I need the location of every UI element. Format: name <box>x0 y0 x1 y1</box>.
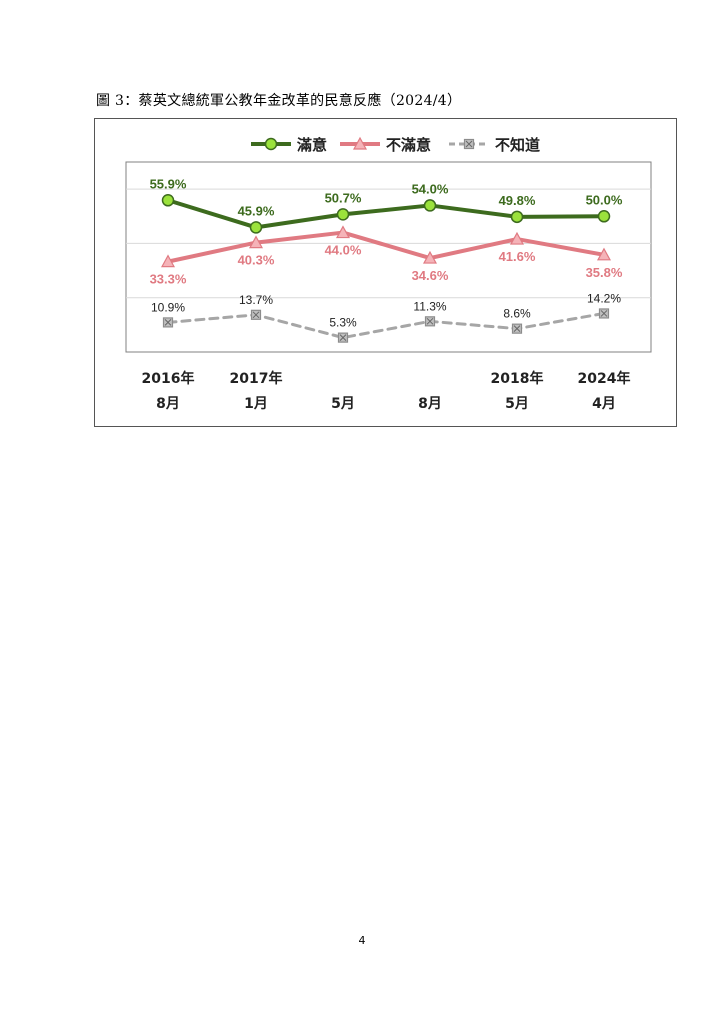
x-tick-label-month: 1月 <box>244 396 268 412</box>
point-dissatisfied <box>509 231 525 245</box>
x-tick-label-month: 8月 <box>156 396 180 412</box>
series-line-dissatisfied <box>166 230 606 264</box>
legend-label-satisfied: 滿意 <box>297 136 327 154</box>
x-tick-label-month: 8月 <box>418 396 442 412</box>
data-label-unknown: 13.7% <box>239 293 273 307</box>
series-dissatisfied: 33.3% 40.3% 44.0% 34.6% 41.6% 35.8% <box>150 225 623 287</box>
point-satisfied <box>336 208 350 221</box>
data-label-unknown: 10.9% <box>151 300 185 314</box>
data-label-satisfied: 50.7% <box>325 190 362 205</box>
series-satisfied: 55.9% 45.9% 50.7% 54.0% 49.8% 50.0% <box>150 176 623 234</box>
data-label-unknown: 14.2% <box>587 291 621 305</box>
x-tick-label-month: 4月 <box>592 396 616 412</box>
data-label-satisfied: 50.0% <box>586 192 623 207</box>
legend-label-unknown: 不知道 <box>495 136 540 154</box>
legend-marker-satisfied <box>264 137 278 151</box>
series-line-unknown <box>166 311 606 340</box>
figure-title: 圖 3：蔡英文總統軍公教年金改革的民意反應（2024/4） <box>96 93 462 109</box>
point-dissatisfied <box>248 235 264 249</box>
point-dissatisfied <box>422 250 438 264</box>
point-satisfied <box>161 194 175 207</box>
x-tick-label-year: 2024年 <box>578 370 631 387</box>
data-label-satisfied: 54.0% <box>412 181 449 196</box>
point-unknown <box>424 316 436 327</box>
chart-legend: 滿意 不滿意 不知道 <box>251 136 540 154</box>
legend-item-dissatisfied: 不滿意 <box>340 136 431 154</box>
point-satisfied <box>510 210 524 224</box>
legend-label-dissatisfied: 不滿意 <box>386 136 431 154</box>
legend-item-satisfied: 滿意 <box>251 136 327 154</box>
point-unknown <box>162 317 174 328</box>
point-unknown <box>337 332 349 343</box>
data-label-satisfied: 55.9% <box>150 176 187 191</box>
line-chart: 滿意 不滿意 不知道 55.9% 45.9% 50.7% 54.0% 49.8% 50.0% 3… <box>125 136 652 412</box>
legend-marker-dissatisfied <box>352 136 368 150</box>
plot-area: 55.9% 45.9% 50.7% 54.0% 49.8% 50.0% 33.3% 40.3%… <box>125 161 652 353</box>
x-axis: 2016年 8月 2017年 1月 5月 8月 2018年 5月 2024年 4月 <box>142 370 631 412</box>
legend-marker-unknown <box>463 138 475 150</box>
series-line-satisfied <box>166 198 606 230</box>
x-tick-label-year: 2018年 <box>491 370 544 387</box>
data-label-dissatisfied: 34.6% <box>412 268 449 283</box>
point-satisfied <box>597 210 611 223</box>
point-satisfied <box>249 221 263 234</box>
data-label-unknown: 5.3% <box>329 316 357 330</box>
chart-frame: 滿意 不滿意 不知道 55.9% 45.9% 50.7% 54.0% 49.8% 50.0% 3… <box>94 118 677 427</box>
page-number: 4 <box>358 934 366 947</box>
data-label-satisfied: 45.9% <box>238 203 275 218</box>
point-dissatisfied <box>160 254 176 268</box>
data-label-dissatisfied: 41.6% <box>499 249 536 264</box>
point-satisfied <box>423 199 437 212</box>
plot-border <box>125 161 652 353</box>
series-unknown: 10.9% 13.7% 5.3% 11.3% 8.6% 14.2% <box>151 291 621 343</box>
legend-item-unknown: 不知道 <box>449 136 540 154</box>
data-label-dissatisfied: 44.0% <box>325 243 362 258</box>
data-label-unknown: 11.3% <box>413 299 446 313</box>
data-label-dissatisfied: 33.3% <box>150 272 187 287</box>
data-label-unknown: 8.6% <box>503 307 531 321</box>
point-unknown <box>598 308 610 319</box>
data-label-dissatisfied: 35.8% <box>586 265 623 280</box>
x-tick-label-month: 5月 <box>331 396 355 412</box>
data-label-dissatisfied: 40.3% <box>238 253 275 268</box>
data-label-satisfied: 49.8% <box>499 193 536 208</box>
point-dissatisfied <box>596 247 612 261</box>
point-unknown <box>511 323 523 334</box>
x-tick-label-year: 2017年 <box>230 370 283 387</box>
point-dissatisfied <box>335 225 351 239</box>
x-tick-label-month: 5月 <box>505 396 529 412</box>
x-tick-label-year: 2016年 <box>142 370 195 387</box>
point-unknown <box>250 309 262 320</box>
